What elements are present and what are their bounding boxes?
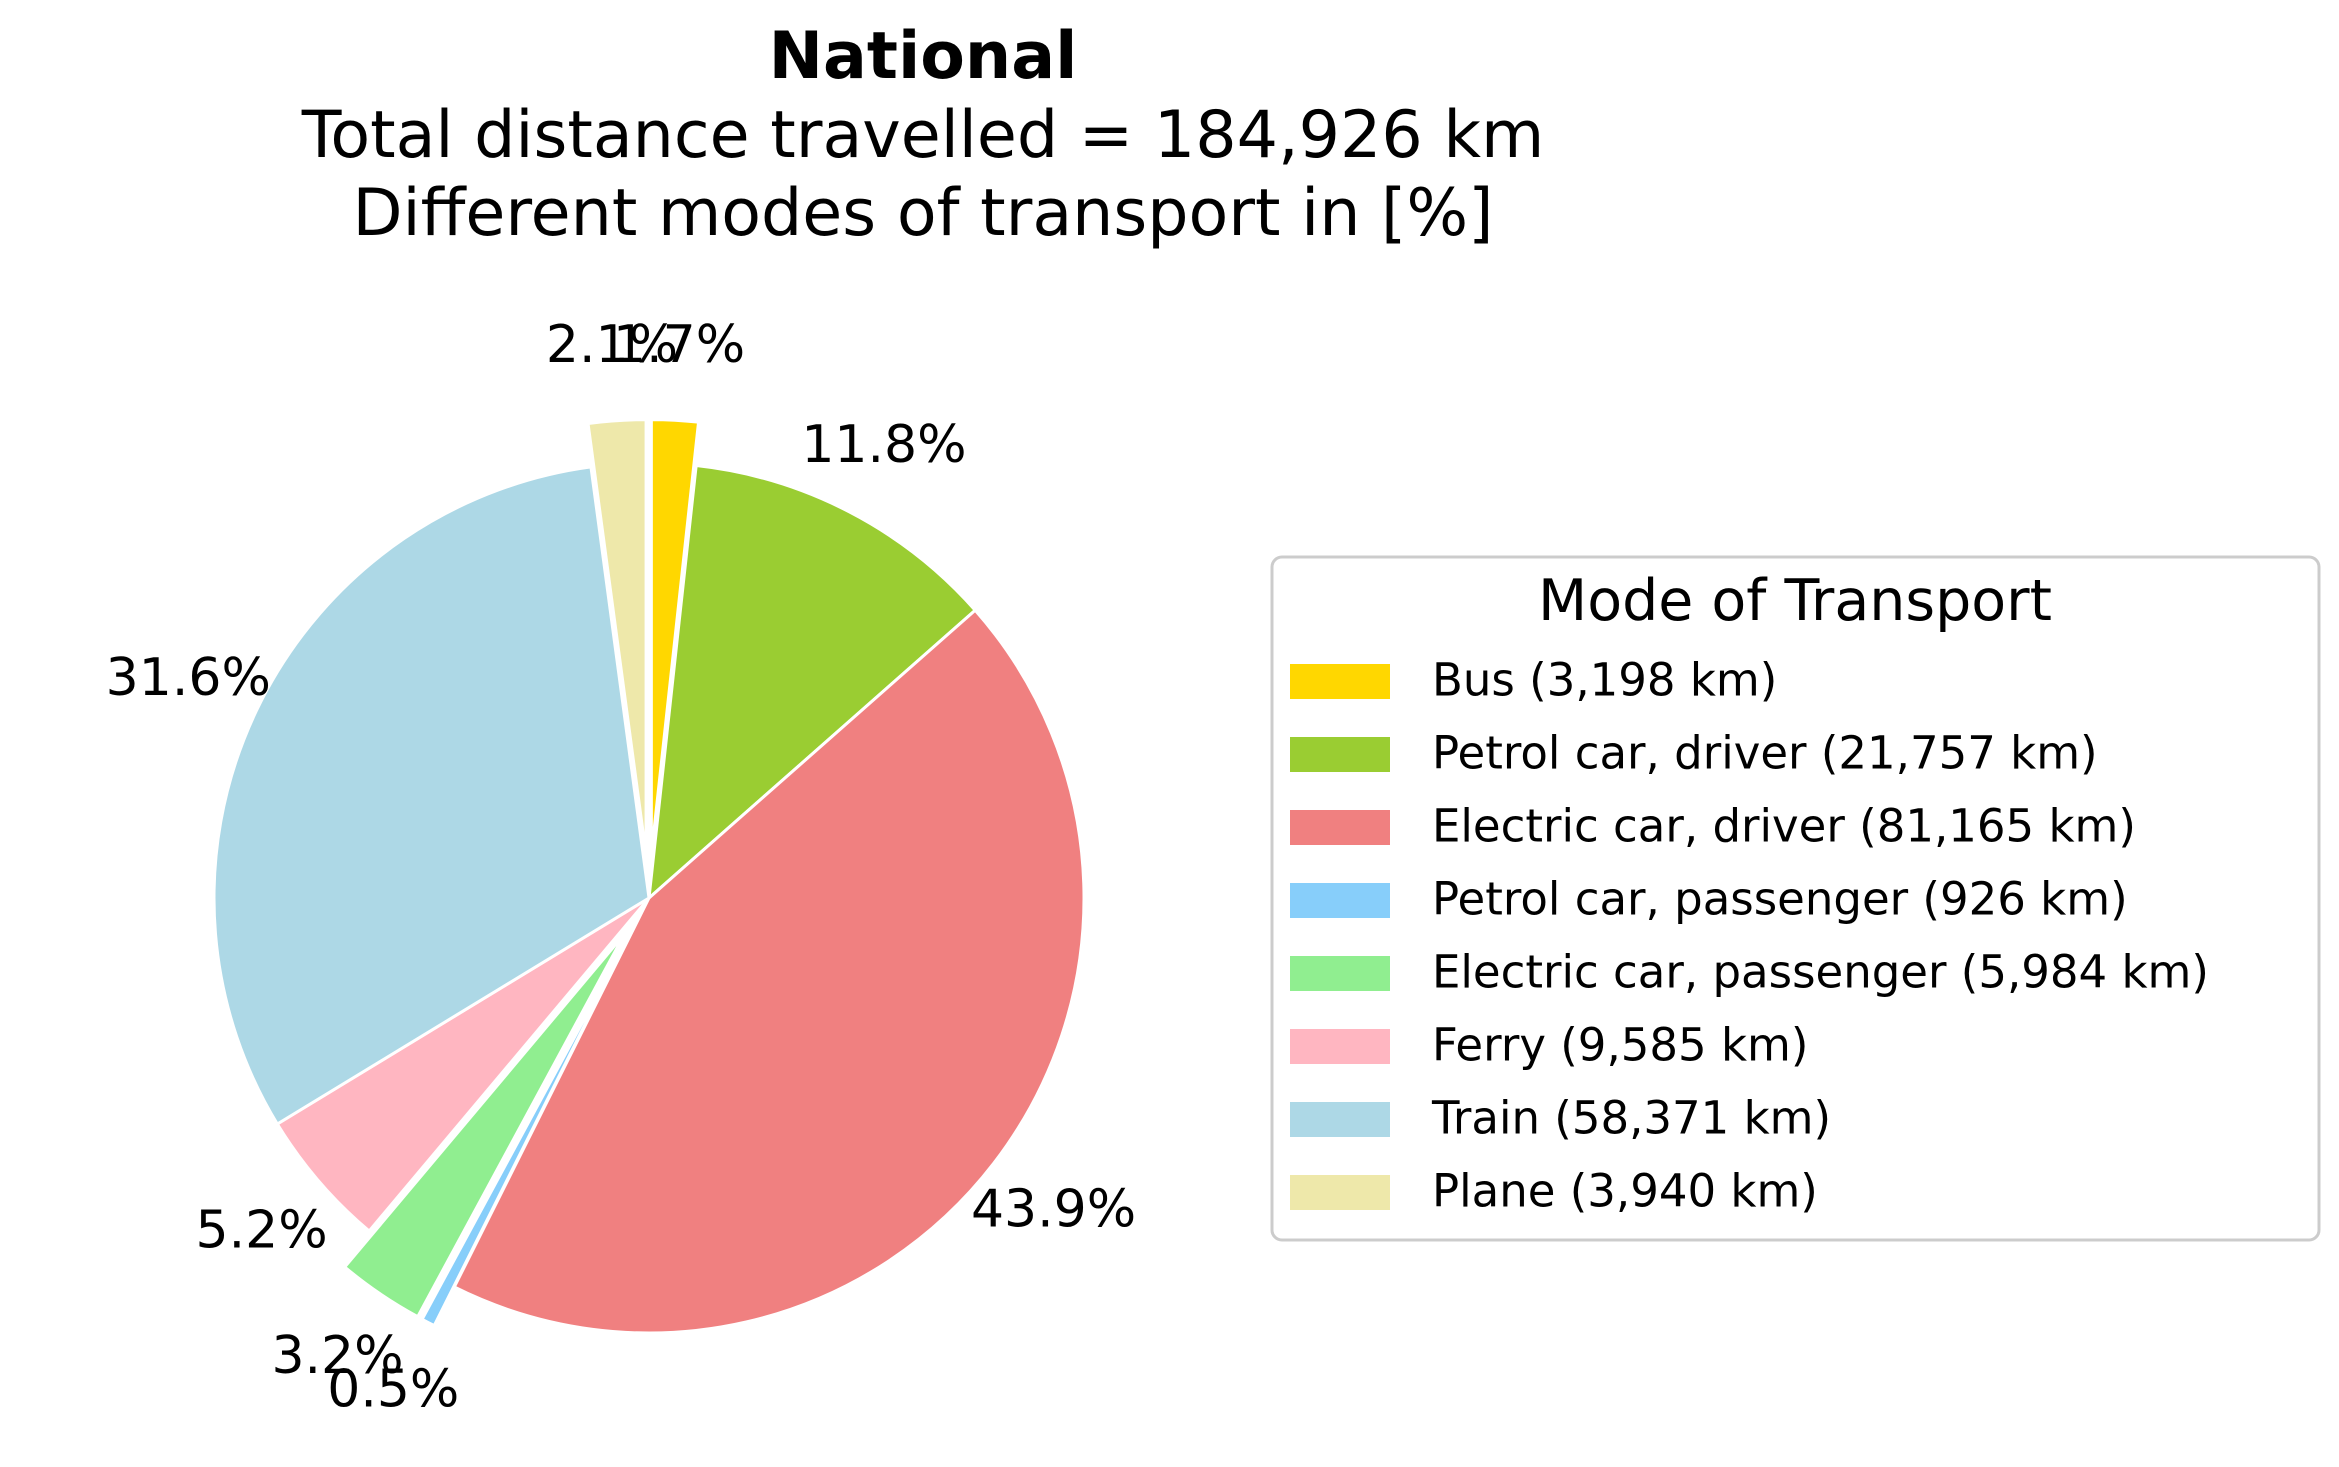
chart-subtitle-modes: Different modes of transport in [%]	[352, 176, 1493, 251]
pie-percent-label: 11.8%	[801, 415, 966, 475]
legend-swatch	[1290, 956, 1390, 991]
pie-percent-label: 43.9%	[971, 1179, 1136, 1239]
legend-swatch	[1290, 664, 1390, 699]
legend-swatch	[1290, 737, 1390, 772]
pie-percent-labels: 1.7% 11.8% 43.9% 0.5%3.2% 5.2% 31.6% 2.1%	[106, 315, 1136, 1420]
legend-swatch	[1290, 1175, 1390, 1210]
pie-percent-label: 0.5%	[327, 1359, 459, 1419]
legend-swatch	[1290, 810, 1390, 845]
chart-title-group: National Total distance travelled = 184,…	[301, 19, 1545, 251]
pie-slice	[586, 418, 648, 857]
legend: Mode of Transport Bus (3,198 km) Petrol c…	[1270, 555, 2321, 1242]
legend-label: Train (58,371 km)	[1431, 1092, 1831, 1145]
pie-percent-label: 1.7%	[613, 315, 745, 375]
legend-title: Mode of Transport	[1538, 568, 2052, 634]
chart-title: National	[769, 19, 1078, 94]
pie-slices	[212, 418, 1086, 1335]
pie-percent-label: 2.1%	[546, 315, 678, 375]
pie-slice	[452, 608, 1086, 1335]
pie-slice	[647, 464, 977, 900]
pie-percent-label: 31.6%	[106, 648, 271, 708]
legend-swatch	[1290, 1102, 1390, 1137]
legend-label: Plane (3,940 km)	[1432, 1165, 1818, 1218]
legend-label: Petrol car, passenger (926 km)	[1432, 873, 2128, 926]
pie-slice	[420, 935, 631, 1328]
legend-swatch	[1290, 1029, 1390, 1064]
legend-label: Petrol car, driver (21,757 km)	[1432, 727, 2098, 780]
legend-label: Electric car, passenger (5,984 km)	[1432, 946, 2209, 999]
chart-subtitle-total: Total distance travelled = 184,926 km	[301, 98, 1545, 173]
legend-label: Electric car, driver (81,165 km)	[1432, 800, 2136, 853]
pie-slice	[649, 418, 701, 857]
legend-frame	[1270, 555, 2321, 1242]
legend-items: Bus (3,198 km) Petrol car, driver (21,757…	[1290, 654, 2209, 1218]
pie-slice	[343, 932, 627, 1319]
pie-slice	[212, 465, 651, 1126]
pie-percent-label: 5.2%	[196, 1200, 328, 1260]
pie-percent-label: 3.2%	[271, 1326, 403, 1386]
legend-label: Ferry (9,585 km)	[1432, 1019, 1808, 1072]
pie-slice	[275, 896, 651, 1233]
legend-swatch	[1290, 883, 1390, 918]
legend-label: Bus (3,198 km)	[1432, 654, 1777, 707]
